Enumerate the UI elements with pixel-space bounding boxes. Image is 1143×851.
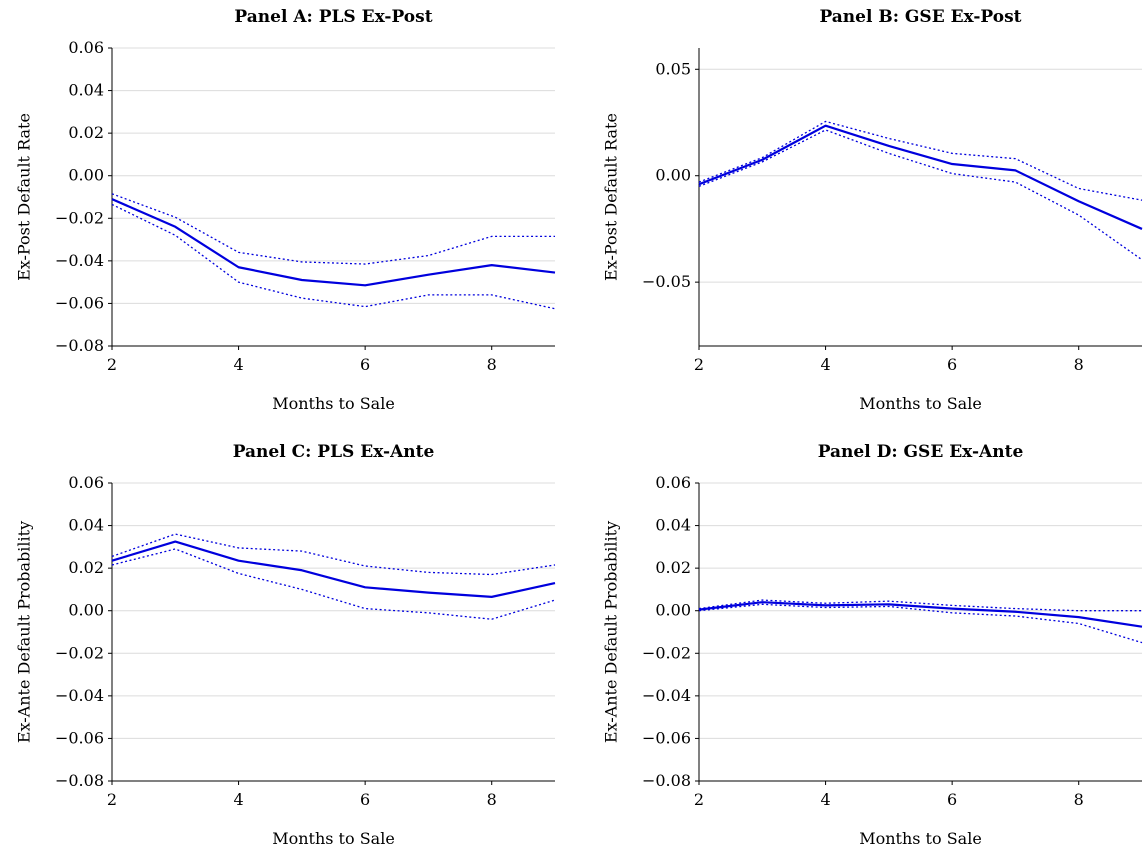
panel-a-y-tick-label: −0.08 — [55, 336, 104, 355]
panel-b-estimate-line — [698, 124, 1143, 230]
panel-a-x-tick-label: 6 — [360, 355, 370, 374]
panel-d-x-tick-label: 8 — [1074, 790, 1084, 809]
panel-c-x-tick-label: 4 — [233, 790, 243, 809]
panel-c-y-axis-label: Ex-Ante Default Probability — [15, 521, 34, 743]
panel-d-y-tick-label: −0.04 — [642, 686, 691, 705]
panel-b-title: Panel B: GSE Ex-Post — [819, 7, 1021, 27]
panel-c-lower-bound-line — [111, 548, 556, 620]
panel-b-x-tick-label: 4 — [820, 355, 830, 374]
panel-c-y-tick-label: 0.06 — [68, 473, 104, 492]
panel-b-chart: −0.05 0.00 0.05 2 4 6 8 Panel B: GSE Ex-Post Mon… — [602, 7, 1143, 413]
panel-d-y-tick-label: 0.02 — [655, 558, 691, 577]
panel-a-title: Panel A: PLS Ex-Post — [234, 7, 432, 27]
panel-c-upper-bound-line — [111, 533, 556, 576]
panel-a-x-tick-label: 8 — [487, 355, 497, 374]
panel-d-chart: −0.08 −0.06 −0.04 −0.02 0.00 0.02 0.04 0.06 2 4 6 8… — [602, 442, 1143, 848]
panel-a-y-tick-label: −0.04 — [55, 251, 104, 270]
panel-c-title: Panel C: PLS Ex-Ante — [233, 442, 435, 462]
panel-a-upper-bound-line — [111, 193, 555, 265]
panel-b-y-tick-label: 0.00 — [655, 166, 691, 185]
panel-a-lower-bound-line — [111, 203, 556, 310]
panel-a-y-tick-label: 0.02 — [68, 123, 104, 142]
panel-d-y-tick-label: 0.00 — [655, 601, 691, 620]
panel-c-estimate-line — [111, 540, 556, 598]
panel-b-upper-bound-line — [698, 120, 1143, 201]
panel-d-x-axis-label: Months to Sale — [859, 829, 982, 848]
panel-a-x-axis-label: Months to Sale — [272, 394, 395, 413]
panel-d-upper-bound-line — [698, 599, 1142, 612]
panel-a-estimate-line — [111, 198, 556, 287]
panel-a-y-tick-label: 0.04 — [68, 81, 104, 100]
panel-a-chart: −0.08 −0.06 −0.04 −0.02 0.00 0.02 0.04 0.06 2 4 6 8… — [15, 7, 556, 413]
panel-a-y-tick-label: 0.06 — [68, 38, 104, 57]
panel-a-y-tick-label: 0.00 — [68, 166, 104, 185]
panel-b-y-tick-label: −0.05 — [642, 272, 691, 291]
panel-d-title: Panel D: GSE Ex-Ante — [818, 442, 1024, 462]
panel-a-y-axis-label: Ex-Post Default Rate — [15, 113, 34, 281]
panel-d-x-tick-label: 2 — [694, 790, 704, 809]
panel-c-x-tick-label: 8 — [487, 790, 497, 809]
panel-d-y-tick-label: −0.02 — [642, 643, 691, 662]
panel-c-y-tick-label: −0.02 — [55, 643, 104, 662]
panel-b-y-axis-label: Ex-Post Default Rate — [602, 113, 621, 281]
panel-a-y-tick-label: −0.02 — [55, 208, 104, 227]
panel-b-x-tick-label: 8 — [1074, 355, 1084, 374]
panel-d-y-tick-label: 0.06 — [655, 473, 691, 492]
panel-a-x-tick-label: 4 — [233, 355, 243, 374]
panel-c-y-tick-label: −0.06 — [55, 728, 104, 747]
panel-c-chart: −0.08 −0.06 −0.04 −0.02 0.00 0.02 0.04 0.06 2 4 6 8… — [15, 442, 556, 848]
panel-d-y-tick-label: −0.08 — [642, 771, 691, 790]
panel-b-lower-bound-line — [698, 129, 1143, 261]
panel-c-x-axis-label: Months to Sale — [272, 829, 395, 848]
panel-c-y-tick-label: 0.04 — [68, 516, 104, 535]
panel-b-x-tick-label: 2 — [694, 355, 704, 374]
panel-c-x-tick-label: 6 — [360, 790, 370, 809]
panel-c-y-tick-label: −0.08 — [55, 771, 104, 790]
panel-d-estimate-line — [698, 601, 1143, 628]
panel-b-x-tick-label: 6 — [947, 355, 957, 374]
panel-c-y-tick-label: −0.04 — [55, 686, 104, 705]
panel-c-y-tick-label: 0.02 — [68, 558, 104, 577]
panel-a-y-tick-label: −0.06 — [55, 293, 104, 312]
panel-c-x-tick-label: 2 — [107, 790, 117, 809]
panel-d-x-tick-label: 6 — [947, 790, 957, 809]
panel-d-x-tick-label: 4 — [820, 790, 830, 809]
panel-c-y-tick-label: 0.00 — [68, 601, 104, 620]
panel-d-y-tick-label: 0.04 — [655, 516, 691, 535]
panel-d-y-axis-label: Ex-Ante Default Probability — [602, 521, 621, 743]
panel-d-y-tick-label: −0.06 — [642, 728, 691, 747]
panel-a-x-tick-label: 2 — [107, 355, 117, 374]
panel-b-y-tick-label: 0.05 — [655, 59, 691, 78]
panel-d-lower-bound-line — [698, 603, 1143, 644]
panel-b-x-axis-label: Months to Sale — [859, 394, 982, 413]
